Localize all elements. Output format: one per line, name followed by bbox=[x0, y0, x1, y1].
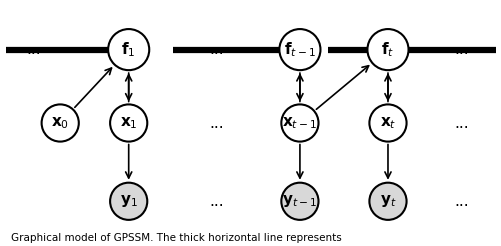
Text: $\mathbf{y}_1$: $\mathbf{y}_1$ bbox=[120, 193, 137, 209]
Text: $\mathbf{x}_t$: $\mathbf{x}_t$ bbox=[379, 115, 395, 131]
Text: ...: ... bbox=[453, 194, 468, 209]
Text: ...: ... bbox=[453, 42, 468, 57]
Text: $\mathbf{y}_{t-1}$: $\mathbf{y}_{t-1}$ bbox=[282, 193, 317, 209]
Text: Graphical model of GPSSM. The thick horizontal line represents: Graphical model of GPSSM. The thick hori… bbox=[11, 233, 341, 243]
Text: $\mathbf{x}_1$: $\mathbf{x}_1$ bbox=[120, 115, 137, 131]
Circle shape bbox=[108, 29, 149, 70]
Text: $\mathbf{x}_0$: $\mathbf{x}_0$ bbox=[51, 115, 69, 131]
Text: $\mathbf{f}_t$: $\mathbf{f}_t$ bbox=[381, 40, 394, 59]
Circle shape bbox=[110, 104, 147, 142]
Circle shape bbox=[369, 104, 406, 142]
Circle shape bbox=[281, 183, 318, 220]
Text: $\mathbf{f}_1$: $\mathbf{f}_1$ bbox=[121, 40, 136, 59]
Circle shape bbox=[110, 183, 147, 220]
Circle shape bbox=[279, 29, 320, 70]
Text: $\mathbf{x}_{t-1}$: $\mathbf{x}_{t-1}$ bbox=[282, 115, 317, 131]
Circle shape bbox=[281, 104, 318, 142]
Circle shape bbox=[42, 104, 79, 142]
Text: ...: ... bbox=[26, 42, 41, 57]
Text: ...: ... bbox=[209, 116, 223, 130]
Circle shape bbox=[369, 183, 406, 220]
Text: ...: ... bbox=[209, 194, 223, 209]
Text: ...: ... bbox=[453, 116, 468, 130]
Text: ...: ... bbox=[209, 42, 223, 57]
Text: $\mathbf{y}_t$: $\mathbf{y}_t$ bbox=[379, 193, 395, 209]
Circle shape bbox=[367, 29, 408, 70]
Text: $\mathbf{f}_{t-1}$: $\mathbf{f}_{t-1}$ bbox=[284, 40, 315, 59]
